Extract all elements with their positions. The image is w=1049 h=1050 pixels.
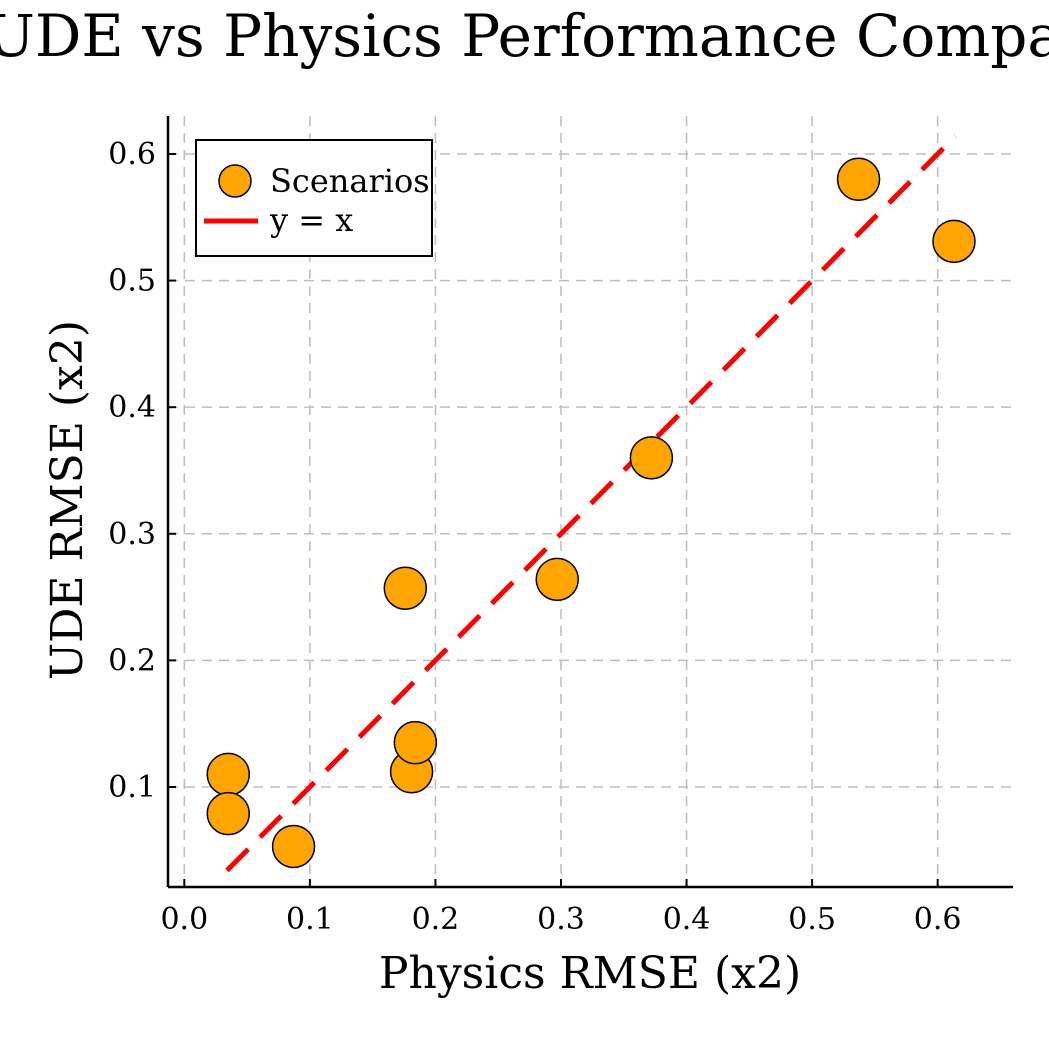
- x-tick-label-4: 0.4: [663, 902, 711, 937]
- y-tick-label-2: 0.3: [108, 517, 156, 552]
- series-y-equals-x: [225, 134, 958, 873]
- y-tick-label-5: 0.6: [108, 137, 156, 172]
- legend-label-line: y = x: [269, 201, 353, 239]
- series-scenarios: [206, 157, 976, 869]
- y-tick-label-4: 0.5: [108, 264, 156, 299]
- x-tick-label-3: 0.3: [537, 902, 585, 937]
- y-axis-label: UDE RMSE (x2): [42, 320, 93, 680]
- scatter-point-7: [629, 436, 674, 480]
- y-tick-labels: 0.1 0.2 0.3 0.4 0.5 0.6: [108, 137, 156, 805]
- scatter-point-5: [393, 720, 438, 765]
- y-equals-x-line: [225, 134, 958, 873]
- x-tick-label-5: 0.5: [788, 902, 836, 937]
- scatter-point-1: [206, 791, 251, 836]
- scatter-point-0: [206, 752, 251, 797]
- scatter-point-3: [383, 566, 428, 610]
- chart-title: UDE vs Physics Performance Compa: [0, 2, 1049, 70]
- x-tick-label-1: 0.1: [286, 902, 334, 937]
- x-tick-labels: 0.0 0.1 0.2 0.3 0.4 0.5 0.6: [160, 902, 961, 937]
- scatter-point-2: [271, 824, 316, 869]
- scatter-point-6: [535, 557, 579, 602]
- x-tick-label-0: 0.0: [160, 902, 208, 937]
- y-tick-label-1: 0.2: [108, 643, 156, 678]
- y-tick-label-0: 0.1: [108, 770, 156, 805]
- legend: Scenarios y = x: [195, 139, 433, 257]
- legend-box: [195, 139, 433, 257]
- scatter-point-8: [836, 157, 881, 202]
- legend-marker-scenarios: [218, 164, 252, 198]
- x-tick-label-2: 0.2: [412, 902, 460, 937]
- legend-label-scenarios: Scenarios: [270, 162, 430, 200]
- x-axis-label: Physics RMSE (x2): [379, 948, 801, 999]
- x-tick-label-6: 0.6: [914, 902, 962, 937]
- y-tick-label-3: 0.4: [108, 390, 156, 425]
- axes: [166, 116, 1013, 889]
- scatter-point-9: [932, 219, 976, 264]
